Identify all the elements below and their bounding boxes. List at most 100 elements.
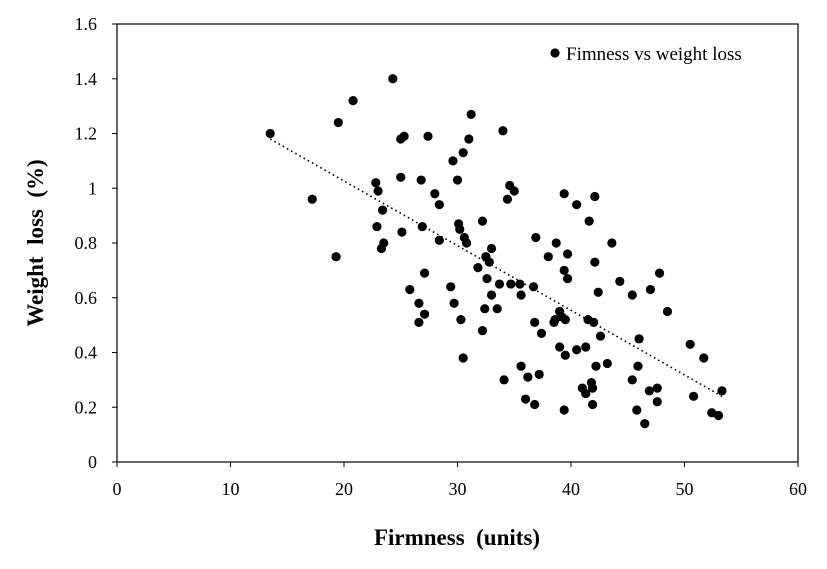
data-point: [581, 388, 591, 399]
x-axis: 0 10 20 30 40 50 60: [113, 462, 807, 499]
data-point: [482, 273, 492, 284]
y-tick-label: 1.2: [75, 124, 98, 144]
data-point: [397, 227, 407, 237]
x-tick-label: 20: [335, 479, 353, 499]
data-point: [536, 328, 547, 338]
data-point: [373, 186, 383, 196]
data-point: [434, 235, 444, 245]
data-point: [516, 290, 526, 300]
data-points: [265, 74, 727, 429]
data-point: [523, 372, 533, 382]
data-point: [530, 399, 540, 410]
data-point: [458, 148, 468, 158]
data-point: [416, 175, 426, 185]
data-point: [446, 282, 456, 292]
data-point: [572, 200, 582, 210]
x-tick-label: 60: [789, 479, 807, 499]
data-point: [417, 221, 427, 232]
y-tick-label: 0.2: [75, 397, 98, 417]
data-point: [531, 232, 541, 243]
data-point: [492, 304, 502, 314]
data-point: [562, 249, 573, 259]
data-point: [434, 200, 444, 210]
data-point: [632, 405, 642, 415]
data-point: [307, 194, 317, 204]
data-point: [713, 410, 724, 421]
data-point: [559, 265, 569, 275]
x-tick-label: 50: [676, 479, 694, 499]
data-point: [396, 172, 406, 182]
data-point: [549, 317, 559, 327]
data-point: [534, 369, 544, 379]
data-point: [530, 317, 540, 327]
data-point: [372, 221, 382, 232]
legend: Fimness vs weight loss: [550, 44, 742, 65]
data-point: [593, 287, 603, 297]
data-point: [589, 317, 599, 327]
data-point: [685, 339, 695, 349]
data-point: [559, 405, 569, 415]
data-point: [348, 96, 358, 106]
data-point: [652, 383, 662, 393]
data-point: [551, 238, 561, 248]
data-point: [466, 109, 476, 119]
y-tick-label: 1.6: [75, 14, 98, 34]
data-point: [419, 268, 430, 278]
data-point: [688, 391, 699, 401]
data-point: [414, 298, 424, 308]
data-point: [486, 243, 497, 254]
data-point: [464, 134, 474, 144]
data-point: [430, 189, 440, 199]
data-point: [502, 194, 513, 204]
y-tick-label: 0: [88, 452, 97, 472]
data-point: [521, 394, 531, 404]
data-point: [640, 419, 650, 429]
data-point: [484, 257, 494, 267]
data-point: [449, 298, 459, 308]
x-tick-label: 40: [562, 479, 580, 499]
data-point: [627, 375, 637, 385]
data-point: [662, 306, 673, 317]
data-point: [480, 304, 490, 314]
data-point: [634, 334, 644, 344]
data-point: [516, 361, 526, 371]
data-point: [559, 189, 569, 199]
data-point: [555, 342, 565, 352]
data-point: [486, 290, 497, 300]
data-point: [717, 386, 727, 396]
data-point: [560, 350, 570, 360]
data-point: [699, 353, 709, 363]
data-point: [498, 126, 508, 136]
y-axis-title: Weight loss (%): [23, 159, 48, 326]
data-point: [509, 186, 519, 196]
y-tick-label: 1: [88, 178, 97, 198]
data-point: [452, 175, 463, 185]
data-point: [654, 268, 665, 278]
data-point: [333, 117, 343, 128]
data-point: [414, 317, 424, 327]
data-point: [543, 252, 553, 262]
data-point: [591, 361, 601, 371]
data-point: [423, 131, 433, 141]
x-axis-title: Firmness (units): [374, 525, 540, 550]
data-point: [331, 252, 341, 262]
data-point: [584, 216, 594, 226]
data-point: [615, 276, 625, 286]
y-tick-label: 0.8: [75, 233, 98, 253]
data-point: [377, 205, 388, 215]
x-tick-label: 10: [222, 479, 240, 499]
data-point: [396, 134, 406, 144]
data-point: [371, 178, 381, 188]
data-point: [590, 257, 600, 267]
data-point: [419, 309, 430, 319]
data-point: [595, 331, 606, 341]
data-point: [405, 284, 415, 295]
data-point: [473, 263, 483, 273]
trendline-path: [269, 138, 723, 397]
data-point: [555, 306, 565, 317]
data-point: [376, 243, 387, 254]
x-tick-label: 30: [449, 479, 467, 499]
y-tick-label: 0.6: [75, 288, 98, 308]
data-point: [477, 326, 488, 336]
data-point: [587, 399, 598, 410]
